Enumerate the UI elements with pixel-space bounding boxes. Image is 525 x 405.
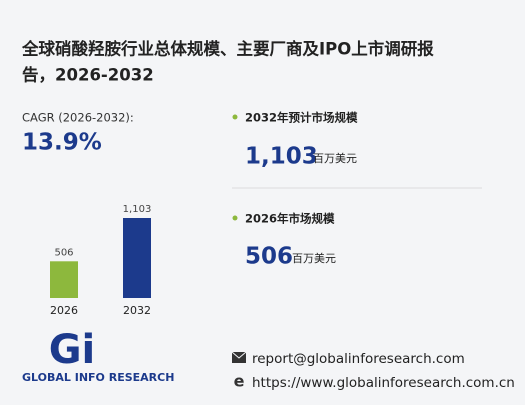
bar: [123, 218, 151, 298]
url: https://www.globalinforesearch.com.cn: [252, 375, 515, 391]
stat-value: 1,103: [245, 144, 318, 170]
value-label: 506: [54, 247, 73, 258]
stat-unit: 百万美元: [292, 252, 336, 265]
cagr-value: 13.9%: [22, 130, 102, 156]
value-label: 1,103: [123, 204, 152, 215]
x-tick-label: 2032: [123, 304, 151, 317]
title-line: 告，2026-2032: [22, 65, 154, 85]
web-icon: e: [234, 372, 245, 391]
email-icon-flap: [231, 351, 247, 359]
x-tick-label: 2026: [50, 304, 78, 317]
stat-unit: 百万美元: [313, 152, 357, 165]
bullet: [232, 215, 238, 221]
title-line: 全球硝酸羟胺行业总体规模、主要厂商及IPO上市调研报: [21, 39, 434, 59]
stat-label: 2026年市场规模: [245, 212, 335, 226]
email: report@globalinforesearch.com: [252, 351, 465, 367]
stat-label: 2032年预计市场规模: [245, 111, 358, 125]
logo-name: GLOBAL INFO RESEARCH: [22, 371, 174, 384]
stat-value: 506: [245, 244, 293, 270]
bullet: [232, 114, 238, 120]
cagr-label: CAGR (2026-2032):: [22, 111, 134, 125]
bar: [50, 261, 78, 298]
logo-mark: Gi: [49, 327, 96, 373]
